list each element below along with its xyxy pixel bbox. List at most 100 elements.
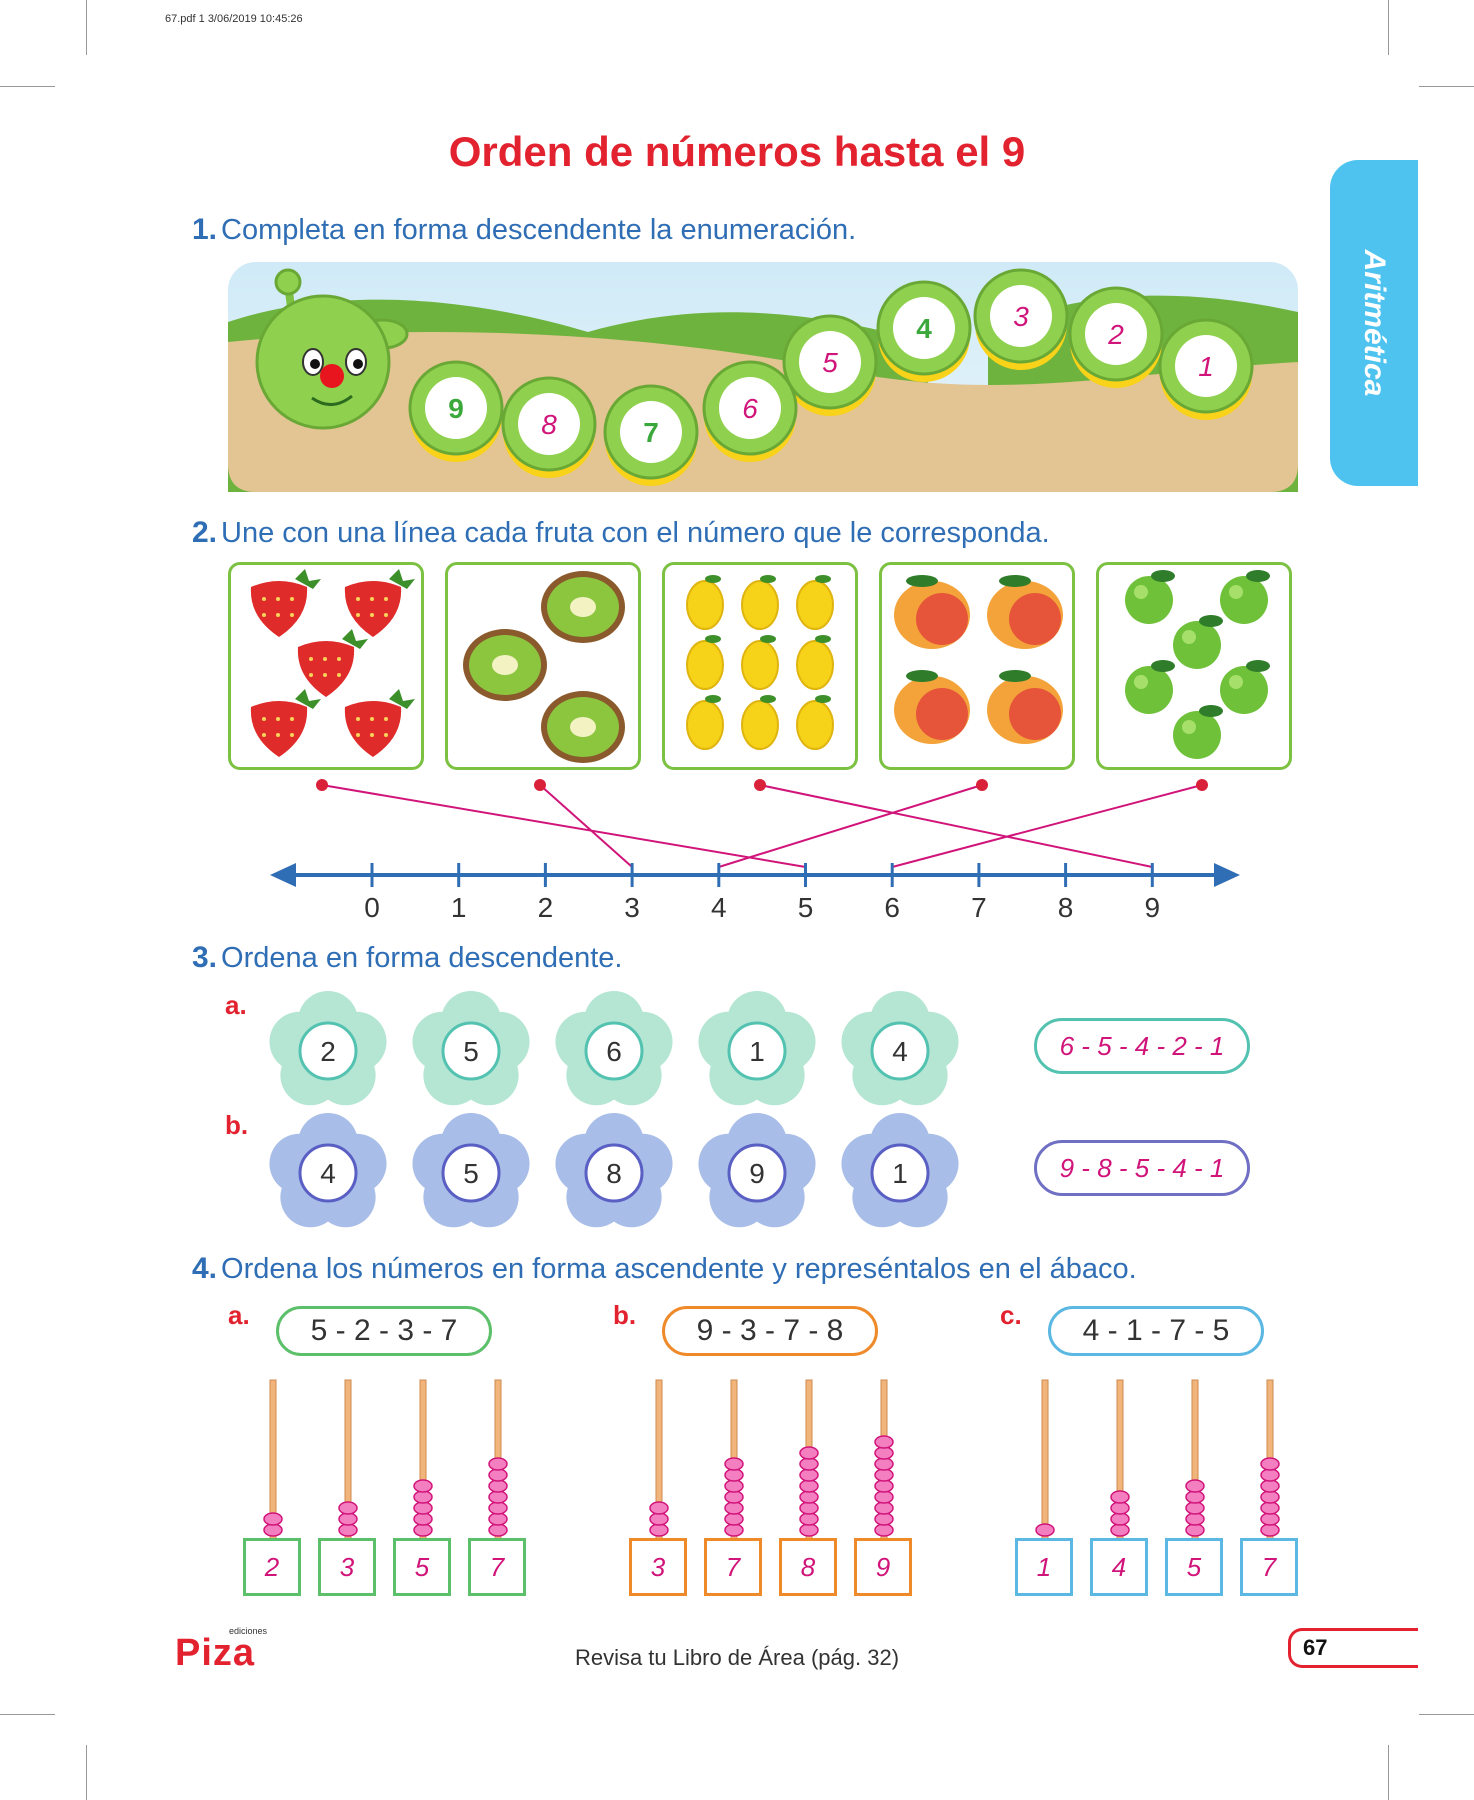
matching-dot[interactable] xyxy=(316,779,328,791)
numberline-label[interactable]: 0 xyxy=(364,892,380,923)
abacus-bead xyxy=(874,1479,894,1493)
abacus-bead xyxy=(1260,1523,1280,1537)
lemon-icon xyxy=(796,575,834,630)
matching-dot[interactable] xyxy=(534,779,546,791)
abacus-bead xyxy=(799,1457,819,1471)
strawberry-icon xyxy=(250,689,321,757)
abacus-bead xyxy=(488,1490,508,1504)
question-3: 3. Ordena en forma descendente. xyxy=(192,941,622,975)
answer-field-a[interactable]: 6 - 5 - 4 - 2 - 1 xyxy=(1034,1018,1250,1074)
number-sequence-b: 9 - 3 - 7 - 8 xyxy=(662,1306,878,1356)
item-label-b: b. xyxy=(613,1300,637,1330)
question-text: Une con una línea cada fruta con el núme… xyxy=(221,517,1050,549)
numberline-label[interactable]: 4 xyxy=(711,892,727,923)
page-title: Orden de números hasta el 9 xyxy=(448,128,1026,175)
answer-field-b[interactable]: 9 - 8 - 5 - 4 - 1 xyxy=(1034,1140,1250,1196)
kiwi-icon xyxy=(541,571,625,643)
segment-number: 8 xyxy=(541,409,557,440)
strawberry-icon xyxy=(344,689,415,757)
question-text: Completa en forma descendente la enumera… xyxy=(221,214,857,246)
question-1: 1. Completa en forma descendente la enume… xyxy=(192,213,856,247)
numberline-label[interactable]: 6 xyxy=(884,892,900,923)
caterpillar-segment: 8 xyxy=(501,376,597,478)
abacus-bead xyxy=(1185,1479,1205,1493)
segment-number: 7 xyxy=(643,417,659,448)
caterpillar-head xyxy=(255,268,409,430)
abacus-bead xyxy=(649,1501,669,1515)
flower-icon: 8 xyxy=(555,1113,673,1228)
item-label-a: a. xyxy=(225,990,247,1020)
abacus-bead xyxy=(1185,1501,1205,1515)
question-number: 1. xyxy=(192,213,218,246)
abacus-box-c1[interactable]: 1 xyxy=(1015,1538,1073,1596)
crop-mark xyxy=(1419,86,1474,87)
numberline-label[interactable]: 1 xyxy=(451,892,467,923)
abacus-box-c3[interactable]: 5 xyxy=(1165,1538,1223,1596)
numberline-ticks[interactable]: 0 1 2 3 4 5 6 7 8 9 xyxy=(364,863,1160,923)
abacus-bead xyxy=(874,1457,894,1471)
numberline-label[interactable]: 7 xyxy=(971,892,987,923)
abacus-rod xyxy=(413,1379,433,1540)
item-label-b: b. xyxy=(225,1110,249,1140)
page-number: 67 xyxy=(1288,1628,1418,1668)
abacus-rod xyxy=(649,1379,669,1540)
apple-icon xyxy=(1173,705,1223,759)
lemon-icon xyxy=(741,635,779,690)
matching-line[interactable] xyxy=(539,784,633,868)
abacus-box-a2[interactable]: 3 xyxy=(318,1538,376,1596)
abacus-bead xyxy=(874,1501,894,1515)
numberline-label[interactable]: 2 xyxy=(538,892,554,923)
matching-line[interactable] xyxy=(718,784,983,868)
lemon-icon xyxy=(686,575,724,630)
abacus-rod xyxy=(338,1379,358,1540)
numberline-label[interactable]: 8 xyxy=(1058,892,1074,923)
matching-line[interactable] xyxy=(321,784,806,868)
abacus-bead xyxy=(338,1501,358,1515)
abacus-bead xyxy=(1185,1512,1205,1526)
abacus-box-a4[interactable]: 7 xyxy=(468,1538,526,1596)
flower-rows: 2 5 6 1 4 4 5 8 9 1 xyxy=(269,991,959,1228)
abacus-box-b2[interactable]: 7 xyxy=(704,1538,762,1596)
question-number: 4. xyxy=(192,1252,218,1285)
segment-number: 3 xyxy=(1013,301,1029,332)
kiwi-icon xyxy=(541,691,625,763)
number-sequence-c: 4 - 1 - 7 - 5 xyxy=(1048,1306,1264,1356)
numberline-label[interactable]: 9 xyxy=(1145,892,1161,923)
matching-dot[interactable] xyxy=(976,779,988,791)
abacus-bead xyxy=(1260,1479,1280,1493)
abacus-bead xyxy=(488,1479,508,1493)
strawberry-icon xyxy=(250,569,321,637)
segment-number: 6 xyxy=(742,393,758,424)
numberline-arrow-left xyxy=(270,863,296,887)
flower-number: 9 xyxy=(749,1158,765,1189)
abacus-bead xyxy=(413,1501,433,1515)
matching-dot[interactable] xyxy=(754,779,766,791)
numberline-label[interactable]: 3 xyxy=(624,892,640,923)
abacus-box-b3[interactable]: 8 xyxy=(779,1538,837,1596)
abacus-box-b1[interactable]: 3 xyxy=(629,1538,687,1596)
abacus-bead xyxy=(338,1523,358,1537)
kiwi-icon xyxy=(463,629,547,701)
abacus-box-a1[interactable]: 2 xyxy=(243,1538,301,1596)
abacus-bead xyxy=(649,1523,669,1537)
abacus-bead xyxy=(1110,1490,1130,1504)
segment-number: 9 xyxy=(448,393,464,424)
abacus-box-a3[interactable]: 5 xyxy=(393,1538,451,1596)
matching-line[interactable] xyxy=(759,784,1153,868)
crop-mark xyxy=(0,86,55,87)
question-2: 2. Une con una línea cada fruta con el nú… xyxy=(192,516,1050,550)
strawberry-icon xyxy=(344,569,415,637)
abacus-box-c4[interactable]: 7 xyxy=(1240,1538,1298,1596)
caterpillar-segment: 7 xyxy=(603,384,699,486)
matching-dot[interactable] xyxy=(1196,779,1208,791)
abacus-box-c2[interactable]: 4 xyxy=(1090,1538,1148,1596)
fruit-box-apples xyxy=(1096,562,1292,770)
abacus-bead xyxy=(1185,1490,1205,1504)
flower-number: 6 xyxy=(606,1036,622,1067)
numberline-label[interactable]: 5 xyxy=(798,892,814,923)
flower-number: 2 xyxy=(320,1036,336,1067)
abacus-bead xyxy=(724,1523,744,1537)
abacus-box-b4[interactable]: 9 xyxy=(854,1538,912,1596)
abacus-bead xyxy=(799,1512,819,1526)
matching-line[interactable] xyxy=(891,784,1203,868)
